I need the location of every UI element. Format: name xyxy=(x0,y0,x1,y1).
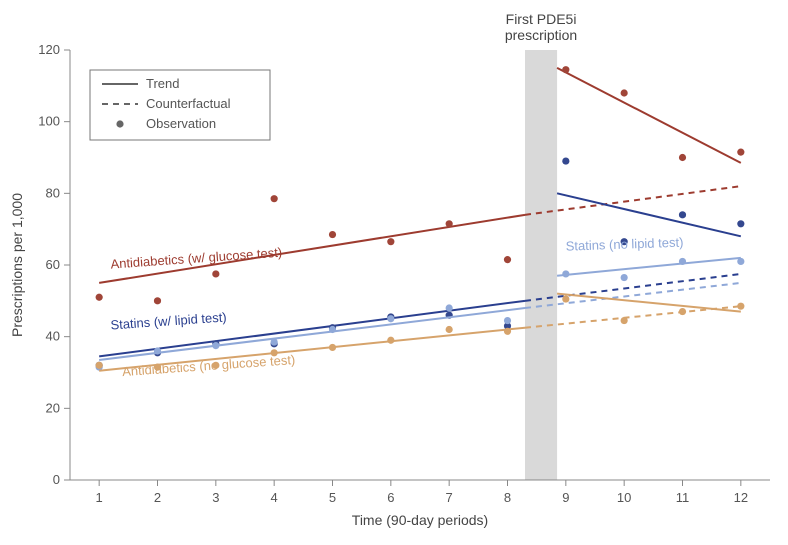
observation-point-statins_no_lipid xyxy=(679,258,686,265)
x-tick-label: 1 xyxy=(96,490,103,505)
x-tick-label: 5 xyxy=(329,490,336,505)
observation-point-antidiabetics_glucose xyxy=(562,66,569,73)
y-tick-label: 100 xyxy=(38,114,60,129)
observation-point-antidiabetics_glucose xyxy=(271,195,278,202)
observation-point-statins_no_lipid xyxy=(212,342,219,349)
legend-sample xyxy=(116,120,123,127)
observation-point-statins_lipid xyxy=(679,211,686,218)
observation-point-antidiabetics_no_glucose xyxy=(562,295,569,302)
observation-point-statins_no_lipid xyxy=(737,258,744,265)
observation-point-antidiabetics_no_glucose xyxy=(737,303,744,310)
observation-point-antidiabetics_glucose xyxy=(621,89,628,96)
x-tick-label: 7 xyxy=(446,490,453,505)
y-tick-label: 0 xyxy=(53,472,60,487)
observation-point-antidiabetics_glucose xyxy=(154,297,161,304)
y-axis-title: Prescriptions per 1,000 xyxy=(9,193,25,337)
x-tick-label: 9 xyxy=(562,490,569,505)
observation-point-statins_no_lipid xyxy=(387,315,394,322)
observation-point-antidiabetics_glucose xyxy=(96,294,103,301)
x-axis-title: Time (90-day periods) xyxy=(352,512,488,528)
observation-point-antidiabetics_no_glucose xyxy=(329,344,336,351)
observation-point-statins_no_lipid xyxy=(271,338,278,345)
y-tick-label: 60 xyxy=(46,257,60,272)
observation-point-statins_lipid xyxy=(562,157,569,164)
chart-background xyxy=(0,0,788,545)
observation-point-antidiabetics_no_glucose xyxy=(679,308,686,315)
intervention-title-line1: First PDE5i xyxy=(506,11,577,27)
observation-point-antidiabetics_no_glucose xyxy=(96,362,103,369)
observation-point-antidiabetics_glucose xyxy=(212,270,219,277)
intervention-band xyxy=(525,50,557,480)
observation-point-statins_lipid xyxy=(737,220,744,227)
observation-point-antidiabetics_no_glucose xyxy=(387,337,394,344)
x-tick-label: 10 xyxy=(617,490,631,505)
x-tick-label: 3 xyxy=(212,490,219,505)
observation-point-antidiabetics_glucose xyxy=(446,220,453,227)
y-tick-label: 20 xyxy=(46,400,60,415)
chart-svg: First PDE5iprescription12345678910111202… xyxy=(0,0,788,545)
intervention-title-line2: prescription xyxy=(505,27,577,43)
legend-label: Counterfactual xyxy=(146,96,231,111)
chart-container: First PDE5iprescription12345678910111202… xyxy=(0,0,788,545)
observation-point-statins_no_lipid xyxy=(446,304,453,311)
y-tick-label: 80 xyxy=(46,185,60,200)
legend-label: Observation xyxy=(146,116,216,131)
observation-point-antidiabetics_glucose xyxy=(329,231,336,238)
observation-point-statins_no_lipid xyxy=(329,326,336,333)
observation-point-antidiabetics_glucose xyxy=(504,256,511,263)
legend-label: Trend xyxy=(146,76,179,91)
x-tick-label: 12 xyxy=(734,490,748,505)
x-tick-label: 4 xyxy=(271,490,278,505)
y-tick-label: 120 xyxy=(38,42,60,57)
observation-point-statins_no_lipid xyxy=(621,274,628,281)
observation-point-antidiabetics_glucose xyxy=(679,154,686,161)
observation-point-statins_no_lipid xyxy=(562,270,569,277)
x-tick-label: 6 xyxy=(387,490,394,505)
observation-point-antidiabetics_no_glucose xyxy=(446,326,453,333)
observation-point-antidiabetics_no_glucose xyxy=(504,328,511,335)
x-tick-label: 11 xyxy=(676,490,690,505)
x-tick-label: 8 xyxy=(504,490,511,505)
observation-point-antidiabetics_glucose xyxy=(387,238,394,245)
observation-point-statins_no_lipid xyxy=(504,317,511,324)
observation-point-statins_no_lipid xyxy=(154,347,161,354)
x-tick-label: 2 xyxy=(154,490,161,505)
observation-point-antidiabetics_no_glucose xyxy=(621,317,628,324)
y-tick-label: 40 xyxy=(46,329,60,344)
observation-point-antidiabetics_glucose xyxy=(737,149,744,156)
